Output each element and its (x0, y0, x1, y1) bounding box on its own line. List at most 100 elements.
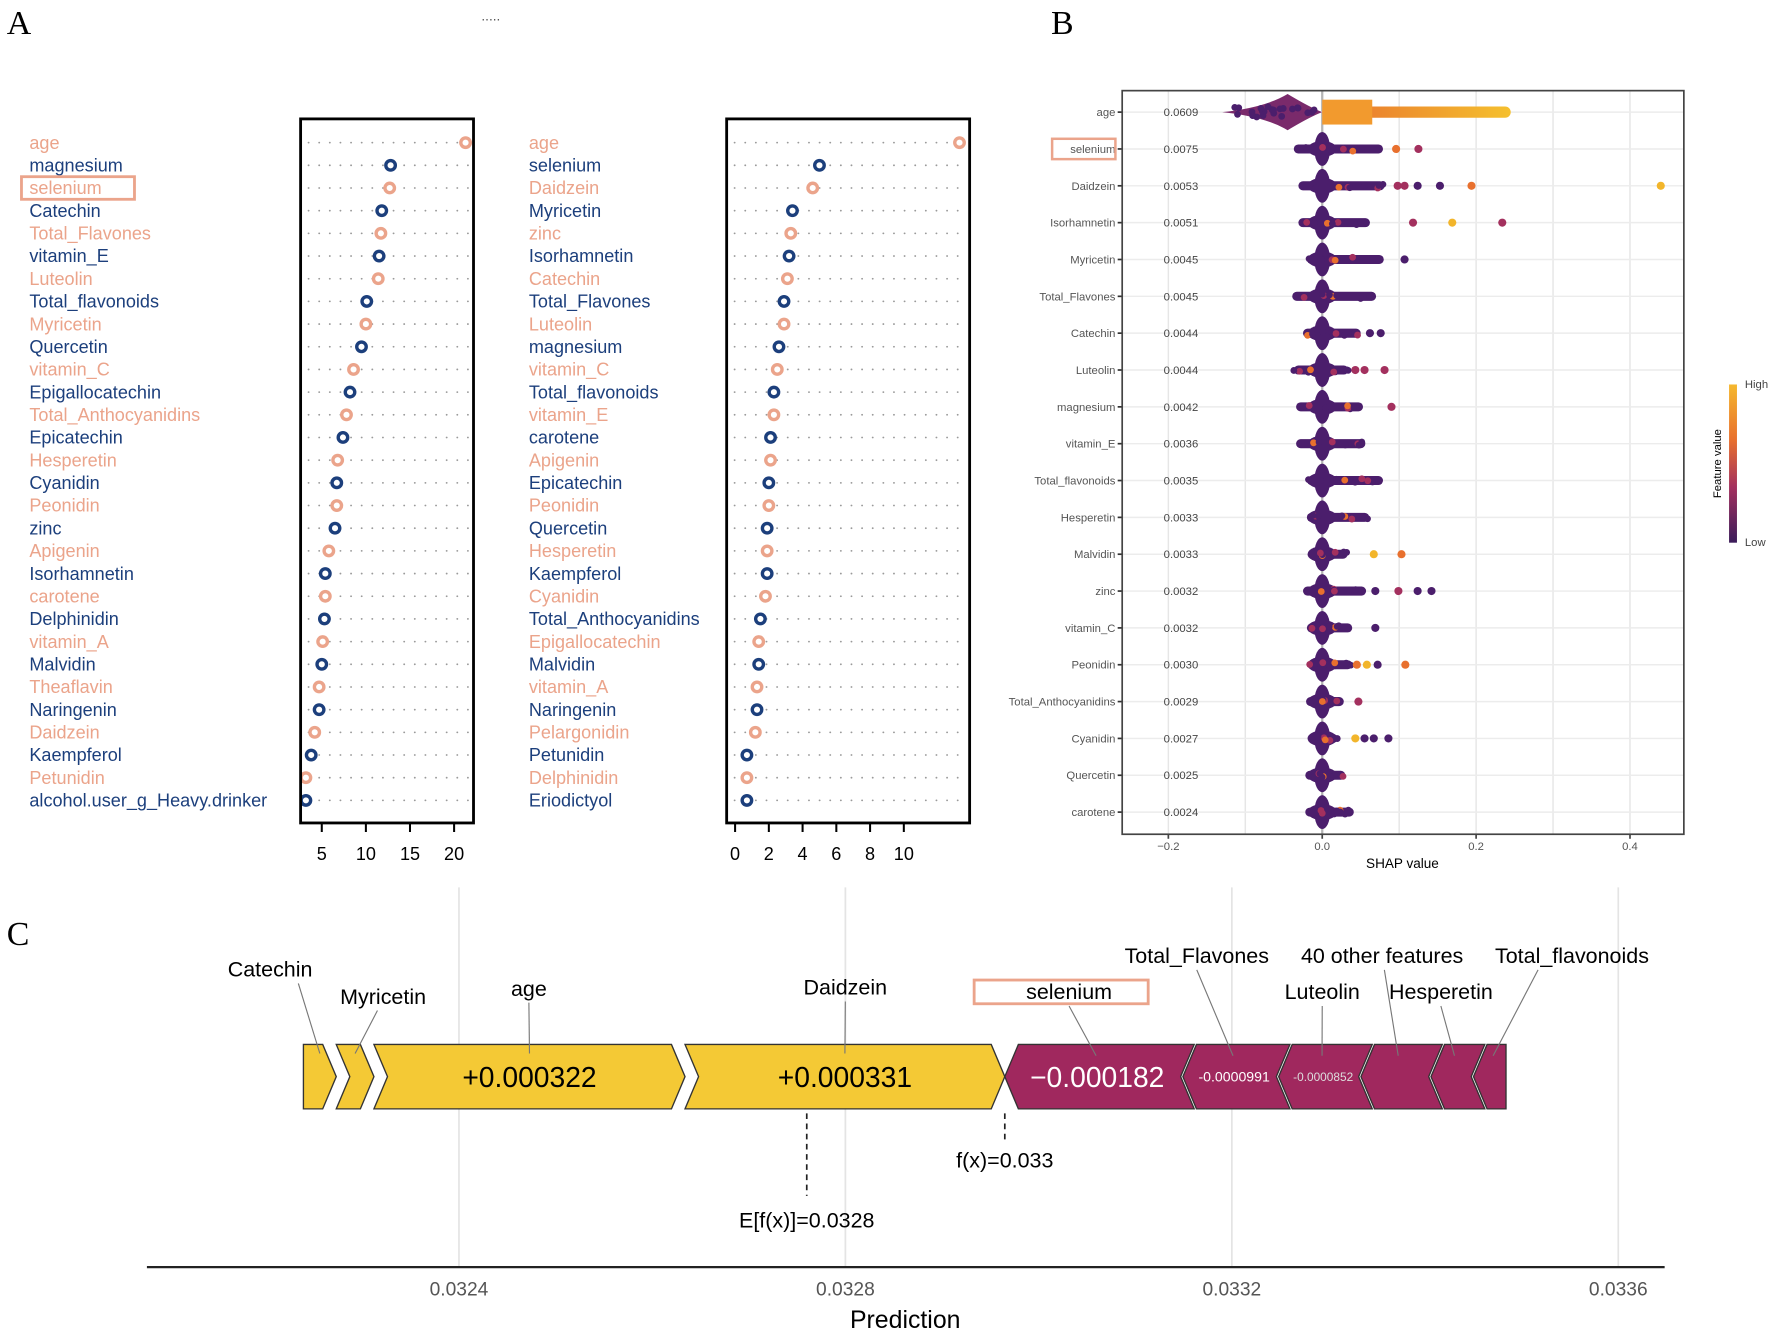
feature-label: vitamin_A (29, 632, 109, 653)
shap-point (1325, 623, 1333, 630)
feature-label: Total_Anthocyanidins (1009, 697, 1116, 709)
leader-line (354, 1010, 378, 1054)
mean-abs-shap-label: 0.0024 (1164, 807, 1199, 819)
stray-dots: ..... (481, 9, 500, 24)
shap-point (1331, 256, 1339, 264)
feature-label: Hesperetin (529, 541, 616, 561)
force-arrow-positive (335, 1043, 375, 1110)
feature-label: Total_Flavones (1039, 291, 1115, 303)
panel-label-c: C (7, 916, 30, 953)
importance-point (777, 294, 791, 308)
plot-frame (1121, 89, 1685, 836)
importance-point (750, 680, 764, 694)
x-tick-label: 8 (865, 844, 875, 864)
colorbar-low-label: Low (1745, 537, 1767, 549)
importance-point (384, 158, 398, 172)
feature-label: Quercetin (1066, 770, 1115, 782)
shap-point (1305, 255, 1313, 263)
highlight-box (972, 978, 1150, 1006)
shap-row: carotene 0.0024 (1071, 795, 1684, 830)
feature-label: age (529, 133, 559, 153)
shap-point (1346, 586, 1353, 594)
shap-point (1341, 441, 1349, 449)
base-value-label: E[f(x)]=0.0328 (739, 1209, 874, 1233)
feature-label: Total_Flavones (529, 292, 651, 313)
shap-point (1341, 476, 1349, 484)
importance-point (760, 544, 774, 558)
force-feature-label: Total_flavonoids (1495, 944, 1649, 968)
feature-label: Luteolin (29, 269, 92, 289)
shap-point (1302, 144, 1310, 151)
shap-row: Cyanidin 0.0027 (1071, 721, 1684, 756)
shap-point (1305, 476, 1312, 484)
x-tick-label: 0.2 (1468, 841, 1484, 853)
shap-point (1309, 330, 1316, 338)
shap-row: selenium 0.0075 (1050, 132, 1684, 166)
shap-point (1375, 182, 1383, 189)
feature-label: vitamin_C (529, 360, 609, 381)
feature-label: Total_flavonoids (529, 382, 659, 403)
shap-point (1319, 625, 1326, 633)
shap-row: vitamin_E 0.0036 (1066, 426, 1684, 461)
shap-point (1294, 104, 1301, 112)
force-arrow-negative (1277, 1043, 1374, 1110)
panel-b-shap-beeswarm: age 0.0609 selenium 0.0075 Daidzein 0.0053 Iso… (1009, 89, 1768, 871)
x-tick-label: 0.0336 (1589, 1279, 1648, 1300)
x-tick-label: 15 (400, 844, 420, 864)
shap-point (1264, 103, 1272, 111)
importance-point (343, 385, 357, 399)
importance-point (383, 181, 397, 195)
shap-point (1306, 661, 1314, 668)
leader-line (297, 983, 321, 1054)
feature-label: Delphinidin (529, 768, 618, 788)
importance-point (784, 226, 798, 240)
leader-line (1196, 969, 1234, 1056)
feature-label: Pelargonidin (529, 723, 630, 743)
shap-point (1349, 147, 1357, 155)
feature-label: magnesium (529, 337, 622, 357)
shap-point (1316, 549, 1324, 557)
x-tick-label: 20 (444, 844, 464, 864)
force-feature-label: Daidzein (804, 976, 888, 1000)
feature-label: Catechin (29, 201, 100, 221)
shap-point (1300, 293, 1308, 301)
feature-label: Peonidin (1071, 660, 1115, 672)
feature-label: Total_Flavones (29, 224, 151, 245)
shap-point (1310, 439, 1317, 447)
importance-point (753, 612, 767, 626)
feature-label: vitamin_E (1066, 439, 1116, 451)
x-tick-label: 10 (356, 844, 376, 864)
shap-point (1326, 773, 1334, 780)
importance-point (760, 567, 774, 581)
shap-point-outlier (1498, 218, 1507, 227)
shap-point (1323, 219, 1331, 227)
shap-point (1317, 219, 1324, 227)
shap-point-outlier (1360, 365, 1369, 375)
leader-line (528, 1002, 531, 1054)
shap-point (1364, 477, 1372, 485)
colorbar-title: Feature value (1712, 429, 1724, 498)
feature-label: selenium (529, 156, 601, 176)
shap-point-outlier (1351, 734, 1360, 743)
shap-point (1316, 770, 1324, 778)
feature-label: Peonidin (29, 496, 99, 516)
importance-point (740, 748, 754, 762)
importance-point (330, 499, 344, 512)
shap-row: Quercetin 0.0025 (1066, 758, 1684, 793)
shap-point (1354, 331, 1361, 339)
importance-point (315, 657, 329, 671)
shap-point (1305, 402, 1313, 409)
shap-point (1319, 659, 1327, 667)
force-arrow-positive (302, 1043, 338, 1110)
shap-point (1310, 106, 1318, 114)
shap-row: age 0.0609 (1097, 94, 1684, 131)
importance-point (772, 340, 786, 354)
force-arrow-negative (1004, 1043, 1196, 1110)
feature-label: Myricetin (1070, 254, 1115, 266)
feature-label: zinc (29, 518, 61, 538)
mean-abs-shap-label: 0.0044 (1164, 328, 1199, 340)
importance-point (322, 544, 336, 558)
shap-point (1290, 367, 1298, 374)
importance-point (750, 703, 764, 717)
leader-line (1068, 1005, 1097, 1057)
